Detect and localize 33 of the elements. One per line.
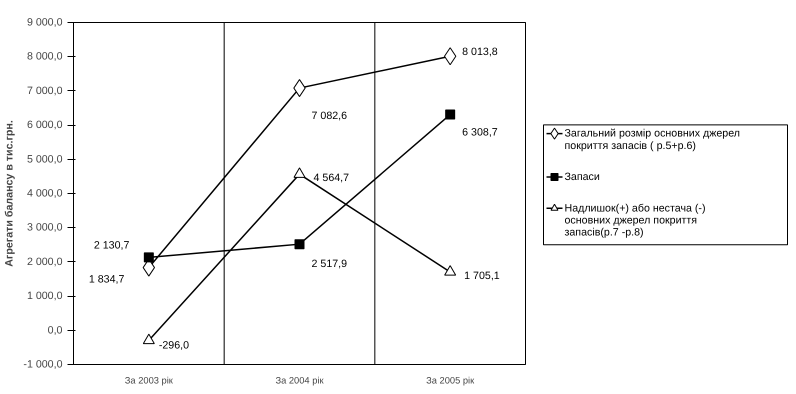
y-tick-label: -1 000,0 <box>23 358 63 370</box>
data-label: 7 082,6 <box>312 110 348 122</box>
y-tick-label: 4 000,0 <box>26 188 63 200</box>
y-tick-label: 2 000,0 <box>26 256 63 268</box>
legend-label: Загальний розмір основних джерел покриття запасів ( р.5+р.6) <box>564 128 740 152</box>
point <box>144 252 154 262</box>
legend-label: Надлишок(+) або нестача (-) основних джерел покриття запасів(р.7 -р.8) <box>564 202 706 239</box>
y-tick-label: 5 000,0 <box>26 153 63 166</box>
data-label: 6 308,7 <box>462 126 498 139</box>
data-label: 1 705,1 <box>464 270 500 282</box>
x-tick-label: За 2003 рік <box>124 376 174 386</box>
point <box>444 265 456 276</box>
y-tick-label: 8 000,0 <box>26 50 63 63</box>
y-tick-label: 9 000,0 <box>26 16 63 28</box>
data-label: 4 564,7 <box>314 172 350 184</box>
point <box>445 110 456 120</box>
point <box>293 79 306 98</box>
data-label: -296,0 <box>158 339 190 352</box>
y-axis-title: Агрегати балансу в тис.грн. <box>3 120 16 267</box>
y-tick-label: 3 000,0 <box>26 222 63 234</box>
y-tick-label: 7 000,0 <box>26 84 63 97</box>
data-label: 2 130,7 <box>94 239 130 252</box>
data-label: 2 517,9 <box>312 258 348 270</box>
y-tick-label: 0,0 <box>48 324 63 336</box>
point <box>294 239 304 250</box>
x-tick-label: За 2005 рік <box>426 376 476 386</box>
x-tick-label: За 2004 рік <box>275 376 324 386</box>
point <box>142 334 155 344</box>
y-tick-label: 1 000,0 <box>26 290 63 302</box>
legend-label: Запаси <box>564 171 600 184</box>
data-label: 8 013,8 <box>462 46 498 58</box>
data-label: 1 834,7 <box>88 274 124 286</box>
y-tick-label: 6 000,0 <box>26 119 63 132</box>
